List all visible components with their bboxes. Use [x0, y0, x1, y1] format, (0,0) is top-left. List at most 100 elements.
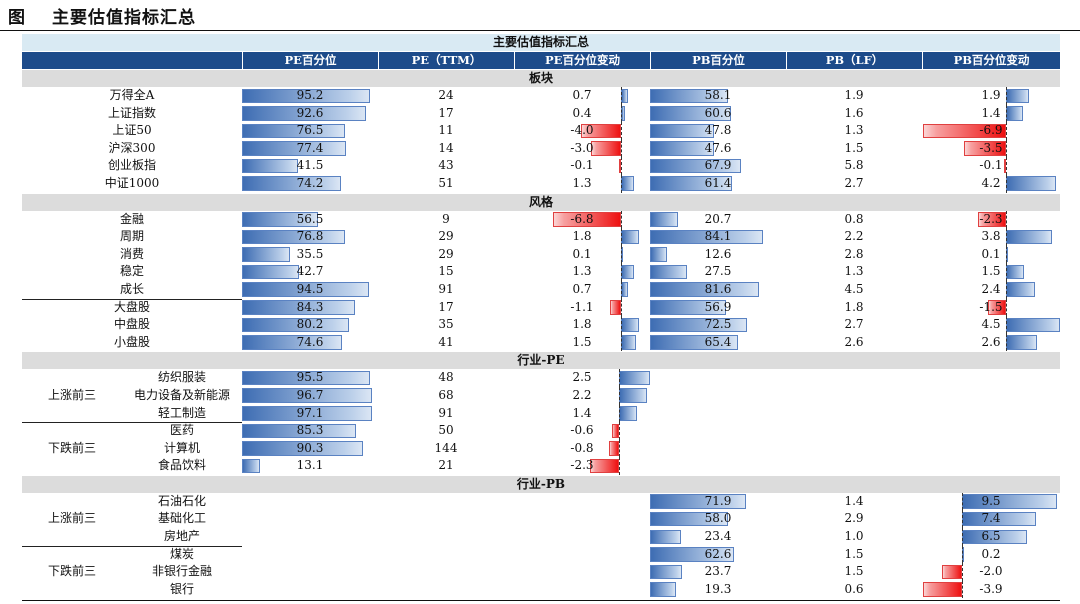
pe-pct-cell	[242, 563, 378, 581]
pe-ttm-cell: 29	[438, 229, 454, 244]
pb-lf-cell: 2.2	[844, 229, 864, 244]
pe-chg-cell	[514, 581, 650, 599]
pb-chg-cell-value: -0.1	[979, 158, 1003, 173]
pe-pct-cell-value: 92.6	[296, 105, 324, 120]
pb-pct-cell-bar	[650, 317, 748, 333]
pe-pct-cell-value: 42.7	[296, 264, 324, 279]
pb-chg-cell: -3.5	[922, 139, 1060, 158]
pe-chg-cell: -0.6	[514, 422, 650, 440]
pe-chg-cell: -4.0	[514, 122, 650, 140]
pe-chg-cell-bar	[591, 141, 621, 156]
table-row: 煤炭 62.6 1.5 0.2	[22, 545, 1060, 564]
pe-pct-cell-value: 80.2	[296, 317, 324, 332]
pe-chg-cell: 1.5	[514, 333, 650, 352]
pe-chg-cell: -0.8	[514, 439, 650, 458]
pe-chg-cell: -3.0	[514, 139, 650, 158]
row-label: 沪深300	[22, 140, 242, 158]
pb-chg-cell-axis	[1006, 157, 1007, 175]
table-bottom-rule	[22, 600, 1060, 601]
pe-pct-cell-bar	[242, 88, 370, 103]
pe-pct-cell-value: 90.3	[296, 440, 324, 455]
pb-pct-cell-bar	[650, 229, 763, 245]
row-label: 房地产	[22, 528, 242, 546]
pe-pct-cell-value: 95.5	[296, 370, 324, 385]
pe-chg-cell-axis	[619, 457, 620, 475]
pb-pct-cell-value: 72.5	[704, 317, 732, 332]
pb-pct-cell-bar	[650, 141, 714, 156]
pe-chg-cell-bar	[610, 300, 621, 315]
pe-ttm-cell: 35	[438, 317, 454, 332]
pb-chg-cell-axis	[1006, 210, 1007, 229]
table-row: 下跌前三 非银行金融 23.7 1.5 -2.0	[22, 563, 1060, 581]
group-label: 上涨前三	[47, 387, 96, 402]
pe-pct-cell-value: 74.2	[296, 175, 324, 190]
row-label: 上涨前三 电力设备及新能源	[22, 387, 242, 405]
pe-pct-cell-value: 95.2	[296, 88, 324, 102]
table-row: 下跌前三 计算机 90.3 144 -0.8	[22, 439, 1060, 458]
group-label	[22, 493, 122, 511]
pe-chg-cell: -0.1	[514, 157, 650, 175]
pe-pct-cell-bar	[242, 123, 345, 139]
pe-ttm-cell: 91	[438, 405, 454, 420]
pe-ttm-cell	[378, 493, 514, 511]
pb-chg-cell-axis	[1006, 333, 1007, 352]
group-label	[22, 581, 122, 599]
pe-ttm-cell	[378, 528, 514, 546]
pb-lf-cell: 0.8	[844, 211, 864, 226]
pb-chg-cell-axis	[1006, 87, 1007, 105]
pe-chg-cell-value: 1.8	[572, 317, 592, 332]
pb-pct-cell: 58.1	[650, 87, 786, 105]
pb-chg-cell-value: 1.4	[981, 105, 1001, 120]
pb-chg-cell-value: 7.4	[981, 511, 1001, 526]
row-label: 银行	[22, 581, 242, 599]
table-row: 上涨前三 电力设备及新能源 96.7 68 2.2	[22, 386, 1060, 405]
pe-ttm-cell: 51	[438, 175, 454, 190]
pb-lf-cell: 1.3	[844, 123, 864, 138]
pb-pct-cell-value: 61.4	[704, 175, 732, 190]
header-pb-chg: PB百分位变动	[922, 52, 1060, 69]
header-pb-lf: PB（LF）	[786, 52, 922, 69]
pe-pct-cell: 97.1	[242, 405, 378, 423]
pe-pct-cell-bar	[242, 282, 369, 297]
group-divider	[22, 422, 242, 424]
table-row: 周期 76.8 29 1.8 84.1 2.2 3.8	[22, 228, 1060, 246]
pb-chg-cell-value: -3.5	[979, 140, 1003, 155]
pe-chg-cell-value: -6.8	[570, 211, 594, 226]
pe-pct-cell-bar	[242, 423, 357, 439]
pe-pct-cell: 96.7	[242, 387, 378, 405]
pb-pct-cell: 12.6	[650, 246, 786, 264]
row-label: 大盘股	[22, 298, 242, 317]
pb-pct-cell: 47.6	[650, 140, 786, 158]
row-label: 下跌前三 非银行金融	[22, 563, 242, 581]
row-label: 稳定	[22, 263, 242, 281]
pe-pct-cell: 95.5	[242, 369, 378, 387]
pe-chg-cell-axis	[621, 316, 622, 334]
pb-chg-cell: 7.4	[922, 510, 1060, 529]
pe-pct-cell	[242, 510, 378, 528]
pe-pct-cell-bar	[242, 212, 318, 227]
pe-chg-cell-axis	[621, 157, 622, 175]
pb-lf-cell: 1.8	[844, 299, 864, 314]
table-row: 房地产 23.4 1.0 6.5	[22, 528, 1060, 546]
pe-chg-cell-value: 0.1	[572, 246, 592, 261]
pe-chg-cell: -2.3	[514, 457, 650, 475]
pe-chg-cell-axis	[621, 139, 622, 158]
row-label: 中证1000	[22, 175, 242, 193]
row-label: 下跌前三 计算机	[22, 440, 242, 458]
group-label	[22, 369, 122, 387]
group-label	[22, 405, 122, 423]
row-label: 小盘股	[22, 334, 242, 352]
pe-pct-cell-bar	[242, 388, 372, 403]
pe-pct-cell: 41.5	[242, 157, 378, 175]
header-pe-chg: PE百分位变动	[514, 52, 650, 69]
row-label: 煤炭	[22, 545, 242, 564]
pb-pct-cell-value: 58.1	[704, 88, 732, 102]
item-label: 消费	[119, 246, 144, 261]
pe-pct-cell-value: 13.1	[296, 458, 324, 473]
item-label: 金融	[119, 211, 144, 226]
pb-chg-cell: -1.5	[922, 298, 1060, 317]
pe-ttm-cell: 29	[438, 246, 454, 261]
pe-chg-cell-value: -2.3	[570, 458, 594, 473]
pe-chg-cell-value: 1.3	[572, 175, 592, 190]
pb-chg-cell: 6.5	[922, 528, 1060, 546]
